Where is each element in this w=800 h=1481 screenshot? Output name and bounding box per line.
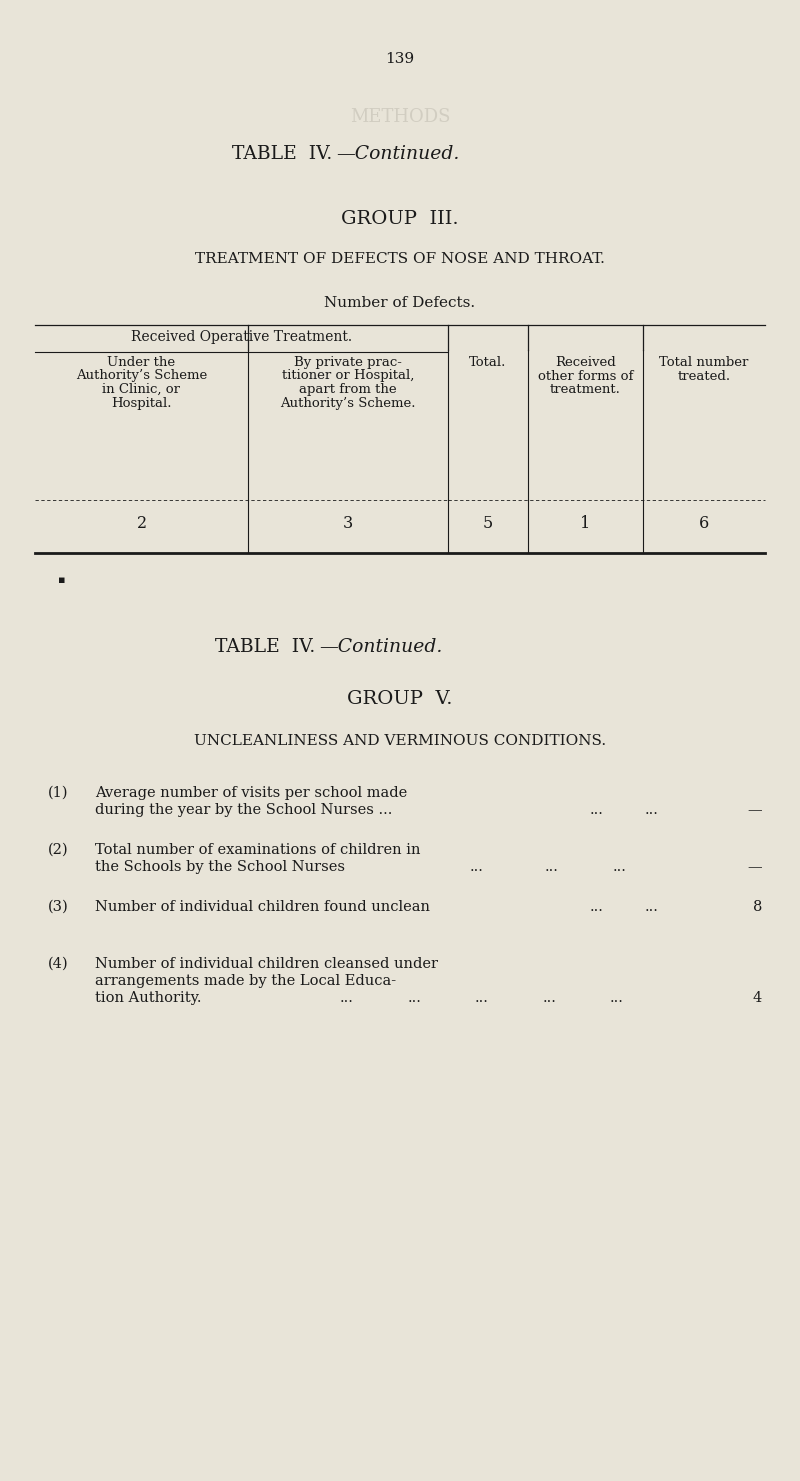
Text: titioner or Hospital,: titioner or Hospital, — [282, 369, 414, 382]
Text: Average number of visits per school made: Average number of visits per school made — [95, 786, 407, 800]
Text: Number of Defects.: Number of Defects. — [325, 296, 475, 310]
Text: ...: ... — [470, 860, 484, 874]
Text: Total.: Total. — [470, 355, 506, 369]
Text: Total number: Total number — [659, 355, 749, 369]
Text: UNCLEANLINESS AND VERMINOUS CONDITIONS.: UNCLEANLINESS AND VERMINOUS CONDITIONS. — [194, 735, 606, 748]
Text: Authority’s Scheme.: Authority’s Scheme. — [280, 397, 416, 410]
Text: apart from the: apart from the — [299, 384, 397, 395]
Text: Number of individual children found unclean: Number of individual children found uncl… — [95, 900, 430, 914]
Text: By private prac-: By private prac- — [294, 355, 402, 369]
Text: tion Authority.: tion Authority. — [95, 991, 202, 1006]
Text: ...: ... — [645, 803, 659, 818]
Text: (3): (3) — [48, 900, 69, 914]
Text: Authority’s Scheme: Authority’s Scheme — [76, 369, 207, 382]
Text: TREATMENT OF DEFECTS OF NOSE AND THROAT.: TREATMENT OF DEFECTS OF NOSE AND THROAT. — [195, 252, 605, 267]
Text: —: — — [747, 803, 762, 818]
Text: —Continued.: —Continued. — [319, 638, 442, 656]
Text: treatment.: treatment. — [550, 384, 621, 395]
Text: ...: ... — [645, 900, 659, 914]
Text: ...: ... — [545, 860, 559, 874]
Text: Hospital.: Hospital. — [111, 397, 172, 410]
Text: Total number of examinations of children in: Total number of examinations of children… — [95, 843, 421, 857]
Text: ...: ... — [613, 860, 627, 874]
Text: 4: 4 — [753, 991, 762, 1006]
Text: (2): (2) — [48, 843, 69, 857]
Text: 3: 3 — [343, 515, 353, 532]
Text: during the year by the School Nurses ...: during the year by the School Nurses ... — [95, 803, 392, 818]
Text: 1: 1 — [580, 515, 590, 532]
Text: ...: ... — [590, 900, 604, 914]
Text: treated.: treated. — [678, 369, 730, 382]
Text: ...: ... — [543, 991, 557, 1006]
Text: ...: ... — [610, 991, 624, 1006]
Text: 6: 6 — [699, 515, 709, 532]
Text: METHODS: METHODS — [350, 108, 450, 126]
Text: TABLE  IV.: TABLE IV. — [232, 145, 332, 163]
Text: ...: ... — [475, 991, 489, 1006]
Text: —Continued.: —Continued. — [336, 145, 459, 163]
Text: —: — — [747, 860, 762, 874]
Text: ...: ... — [340, 991, 354, 1006]
Text: 139: 139 — [386, 52, 414, 67]
Text: (1): (1) — [48, 786, 69, 800]
Text: Received: Received — [555, 355, 616, 369]
Text: Received Operative Treatment.: Received Operative Treatment. — [131, 330, 352, 344]
Text: 2: 2 — [137, 515, 146, 532]
Text: ...: ... — [408, 991, 422, 1006]
Text: in Clinic, or: in Clinic, or — [102, 384, 181, 395]
Text: other forms of: other forms of — [538, 369, 633, 382]
Text: (4): (4) — [48, 957, 69, 972]
Text: ...: ... — [590, 803, 604, 818]
Text: 5: 5 — [483, 515, 493, 532]
Text: the Schools by the School Nurses: the Schools by the School Nurses — [95, 860, 345, 874]
Text: Under the: Under the — [107, 355, 175, 369]
Text: TABLE  IV.: TABLE IV. — [214, 638, 315, 656]
Text: arrangements made by the Local Educa-: arrangements made by the Local Educa- — [95, 974, 396, 988]
Text: Number of individual children cleansed under: Number of individual children cleansed u… — [95, 957, 438, 972]
Text: GROUP  V.: GROUP V. — [347, 690, 453, 708]
Text: 8: 8 — [753, 900, 762, 914]
Text: GROUP  III.: GROUP III. — [341, 210, 459, 228]
Text: ▪: ▪ — [58, 575, 66, 585]
